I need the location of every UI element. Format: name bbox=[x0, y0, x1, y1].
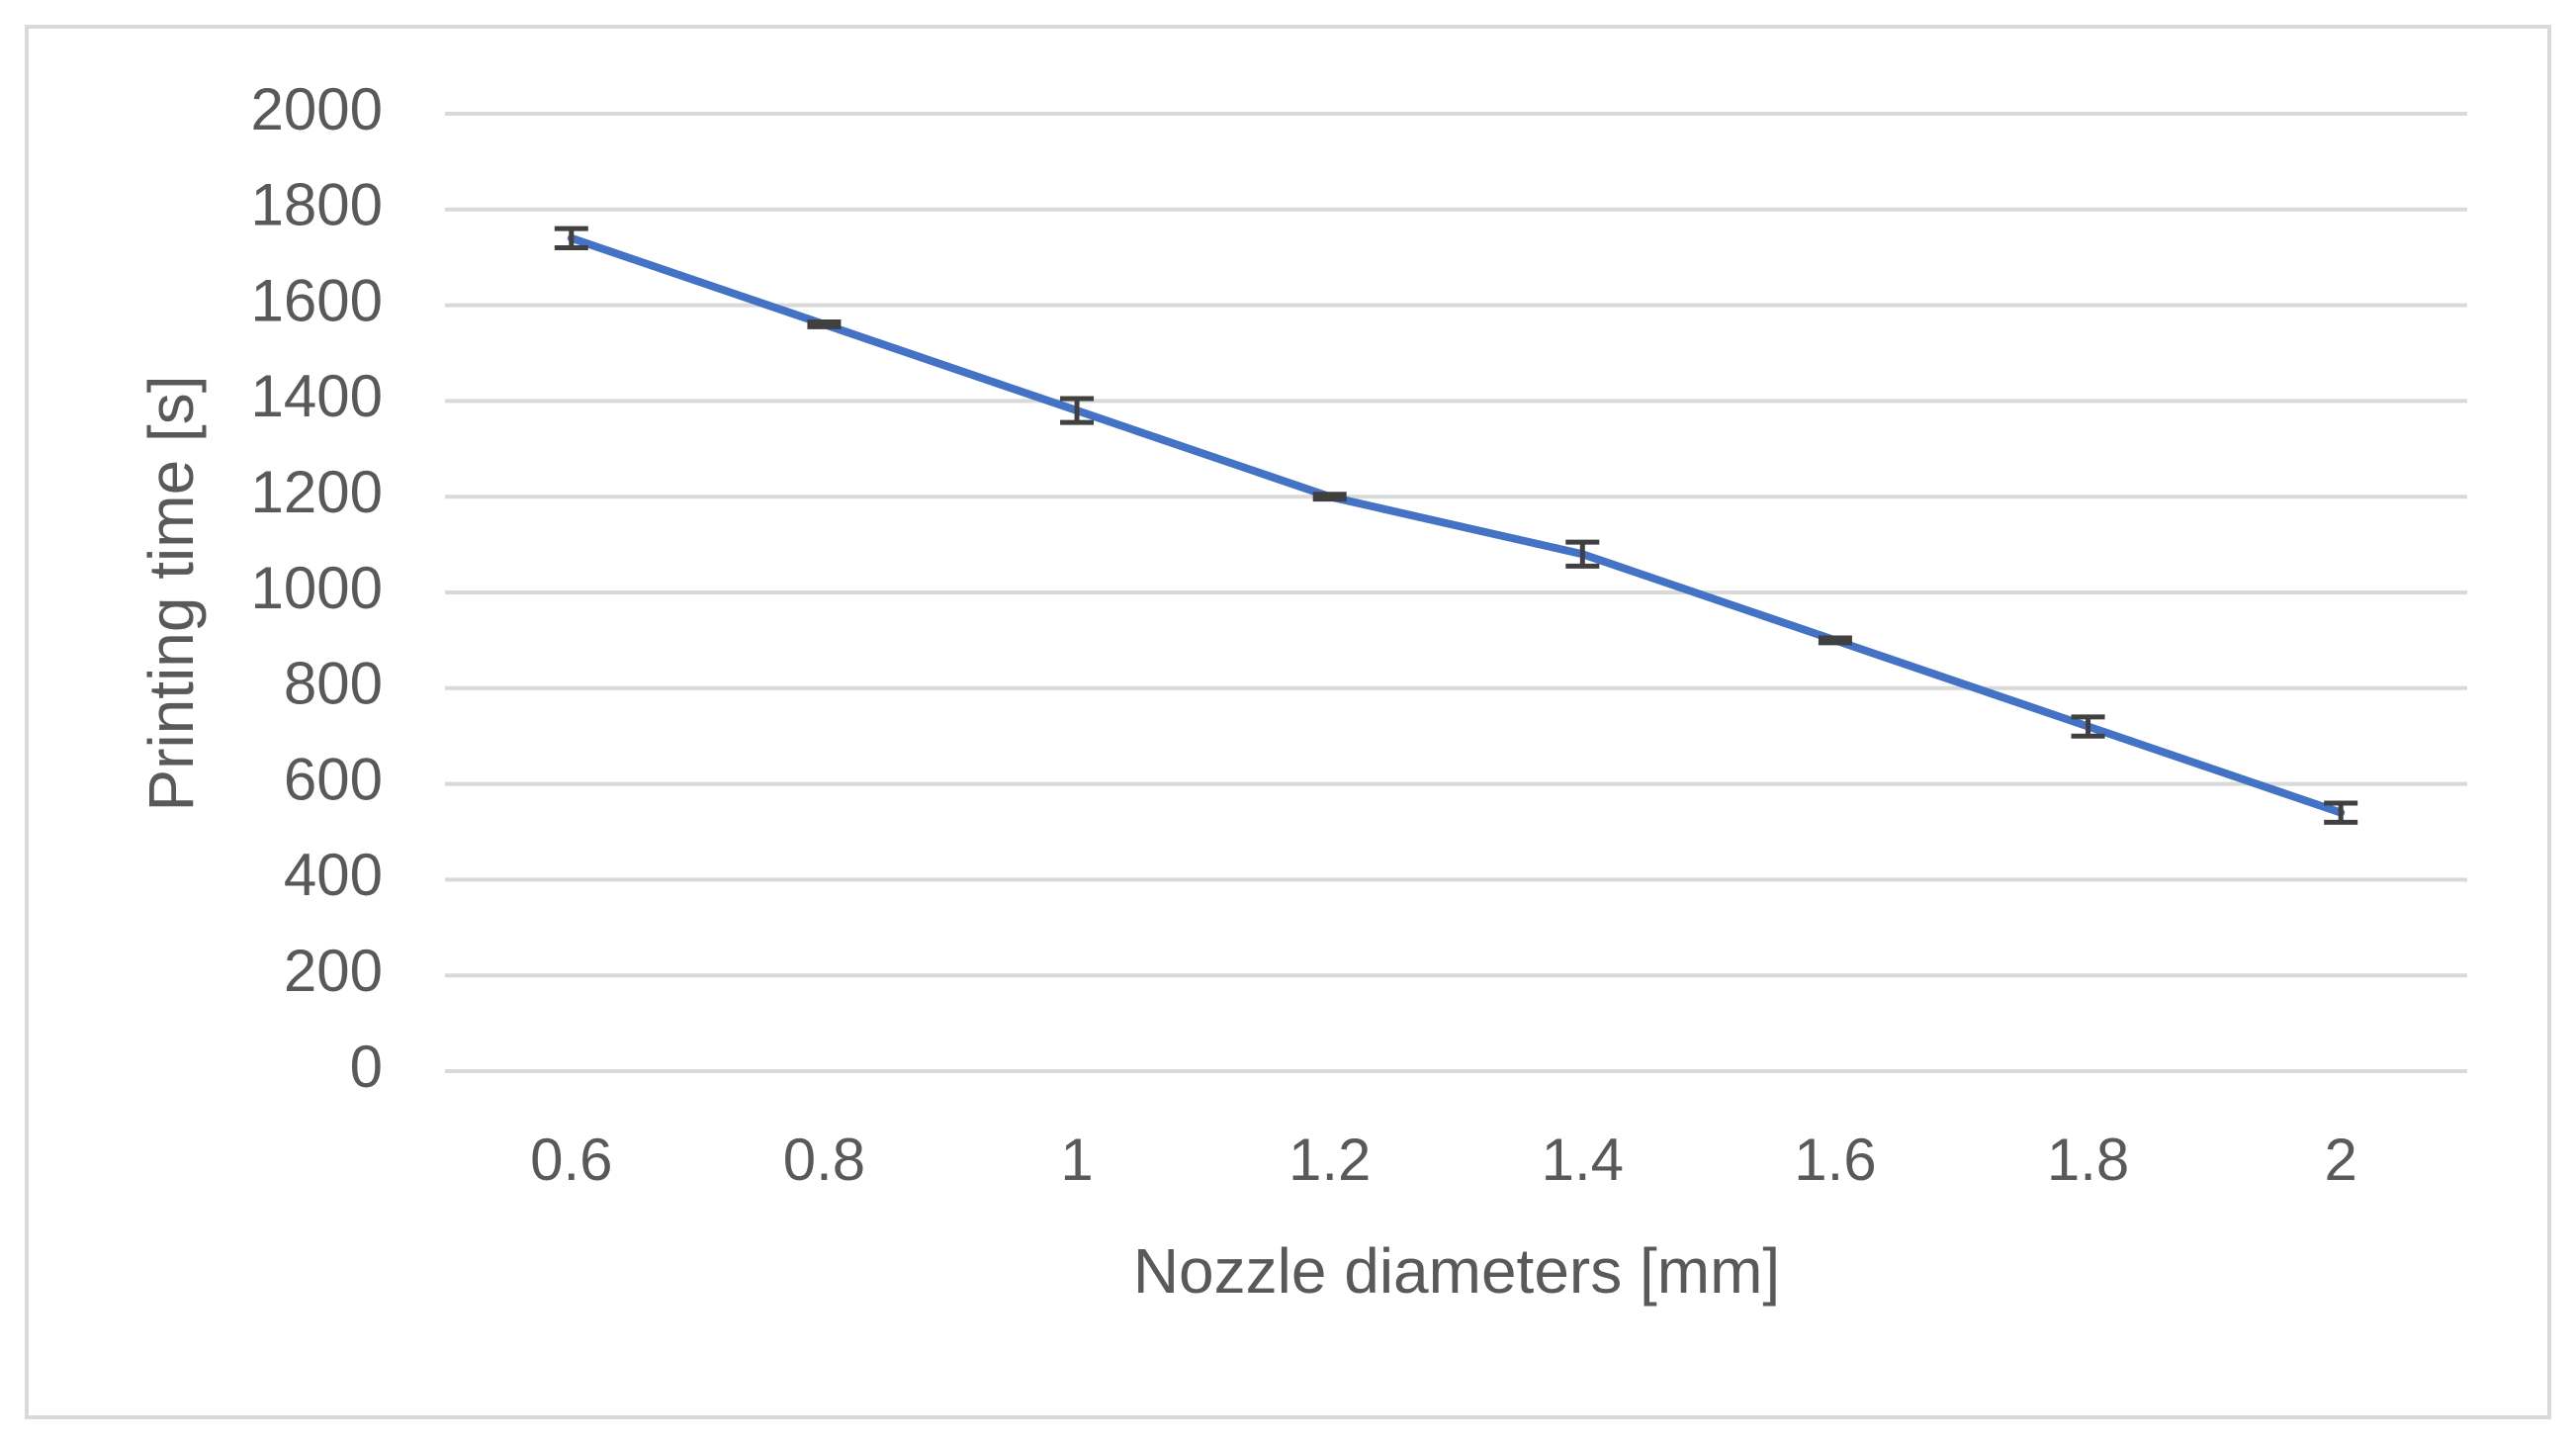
error-bar bbox=[807, 319, 842, 329]
y-tick-label: 400 bbox=[284, 842, 383, 908]
error-bar bbox=[1565, 539, 1600, 569]
x-axis-title: Nozzle diameters [mm] bbox=[1133, 1235, 1780, 1307]
data-line bbox=[567, 233, 2346, 817]
error-bar bbox=[2071, 714, 2105, 739]
y-tick-label: 1400 bbox=[251, 363, 383, 429]
x-tick-label: 0.6 bbox=[530, 1127, 612, 1193]
error-bar bbox=[1312, 492, 1347, 502]
y-tick-label: 0 bbox=[350, 1034, 383, 1100]
x-tick-label: 1.4 bbox=[1542, 1127, 1624, 1193]
x-tick-label: 1.8 bbox=[2047, 1127, 2129, 1193]
error-bar bbox=[1818, 635, 1852, 646]
chart-frame bbox=[25, 25, 2551, 1419]
x-tick-label: 1 bbox=[1060, 1127, 1093, 1193]
error-bar bbox=[1060, 396, 1095, 425]
x-tick-label: 1.6 bbox=[1794, 1127, 1876, 1193]
x-tick-label: 1.2 bbox=[1288, 1127, 1371, 1193]
y-tick-label: 600 bbox=[284, 746, 383, 812]
y-tick-label: 800 bbox=[284, 651, 383, 717]
y-tick-label: 1200 bbox=[251, 459, 383, 525]
error-bar bbox=[2324, 800, 2358, 825]
y-tick-label: 1600 bbox=[251, 267, 383, 333]
y-axis-title: Printing time [s] bbox=[135, 375, 207, 811]
y-tick-label: 1000 bbox=[251, 555, 383, 621]
x-tick-label: 0.8 bbox=[783, 1127, 865, 1193]
y-tick-label: 2000 bbox=[251, 76, 383, 142]
y-tick-label: 200 bbox=[284, 938, 383, 1004]
x-tick-label: 2 bbox=[2325, 1127, 2357, 1193]
error-bar bbox=[554, 226, 588, 251]
y-tick-label: 1800 bbox=[251, 172, 383, 238]
